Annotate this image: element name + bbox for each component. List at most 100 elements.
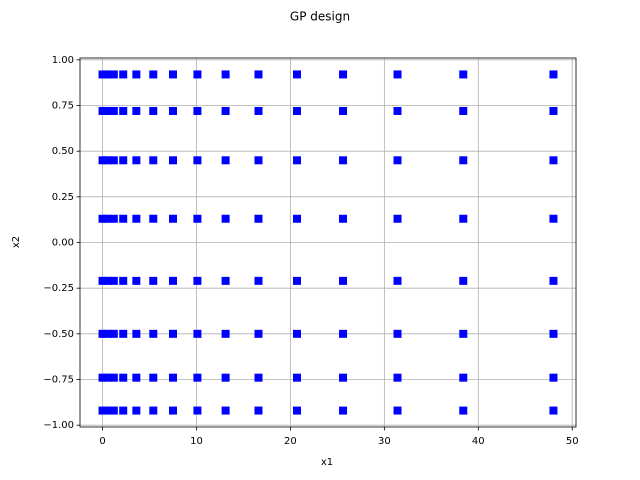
point <box>393 276 402 285</box>
point <box>549 373 558 382</box>
point <box>98 106 107 115</box>
point <box>459 214 468 223</box>
point <box>549 406 558 415</box>
point <box>459 406 468 415</box>
point <box>132 156 141 165</box>
point <box>459 156 468 165</box>
point <box>149 373 158 382</box>
point <box>254 406 263 415</box>
point <box>339 106 348 115</box>
point <box>393 106 402 115</box>
point <box>169 214 177 223</box>
point <box>393 214 402 223</box>
point <box>109 214 118 223</box>
point <box>119 276 128 285</box>
point <box>169 373 177 382</box>
point <box>98 329 107 338</box>
point <box>221 373 230 382</box>
point <box>254 373 263 382</box>
point <box>109 329 118 338</box>
point <box>103 373 112 382</box>
point <box>459 70 468 79</box>
point <box>103 406 112 415</box>
point <box>221 156 230 165</box>
point <box>293 156 301 165</box>
point <box>393 373 402 382</box>
point <box>98 156 107 165</box>
point <box>132 276 141 285</box>
point <box>339 70 348 79</box>
point <box>221 329 230 338</box>
point <box>169 156 177 165</box>
point <box>221 214 230 223</box>
point <box>221 276 230 285</box>
point <box>109 156 118 165</box>
point <box>103 156 112 165</box>
point <box>149 406 158 415</box>
point <box>119 406 128 415</box>
point <box>193 329 202 338</box>
point <box>293 276 301 285</box>
point <box>549 329 558 338</box>
point <box>149 329 158 338</box>
point <box>293 406 301 415</box>
point <box>169 106 177 115</box>
point <box>149 214 158 223</box>
point <box>393 156 402 165</box>
y-tick-label: −0.50 <box>43 329 74 340</box>
point <box>293 373 301 382</box>
point <box>132 70 141 79</box>
point <box>254 106 263 115</box>
point <box>254 276 263 285</box>
x-tick-label: 0 <box>99 436 105 447</box>
x-tick-label: 40 <box>472 436 485 447</box>
point <box>132 106 141 115</box>
point <box>254 70 263 79</box>
point <box>119 156 128 165</box>
point <box>339 156 348 165</box>
y-tick-label: −0.75 <box>43 375 74 386</box>
point <box>132 373 141 382</box>
point <box>193 156 202 165</box>
point <box>169 70 177 79</box>
point <box>339 373 348 382</box>
point <box>169 276 177 285</box>
point <box>103 276 112 285</box>
point <box>339 406 348 415</box>
point <box>193 276 202 285</box>
point <box>393 406 402 415</box>
point <box>459 276 468 285</box>
point <box>109 406 118 415</box>
point <box>221 406 230 415</box>
point <box>132 214 141 223</box>
point <box>149 276 158 285</box>
point <box>549 214 558 223</box>
point <box>103 329 112 338</box>
point <box>549 276 558 285</box>
point <box>293 106 301 115</box>
point <box>103 70 112 79</box>
x-tick-label: 10 <box>190 436 203 447</box>
point <box>293 70 301 79</box>
y-axis-label: x2 <box>11 236 22 248</box>
point <box>119 329 128 338</box>
point <box>169 406 177 415</box>
point <box>293 214 301 223</box>
chart-title: GP design <box>290 10 350 24</box>
point <box>119 373 128 382</box>
point <box>459 329 468 338</box>
point <box>149 156 158 165</box>
point <box>98 276 107 285</box>
point <box>109 373 118 382</box>
x-tick-label: 20 <box>284 436 297 447</box>
y-tick-label: −1.00 <box>43 420 74 431</box>
point <box>293 329 301 338</box>
plot-frame <box>79 57 577 428</box>
point <box>109 276 118 285</box>
point <box>254 329 263 338</box>
point <box>193 214 202 223</box>
point <box>98 70 107 79</box>
point <box>254 214 263 223</box>
y-tick-label: 0.25 <box>52 192 74 203</box>
